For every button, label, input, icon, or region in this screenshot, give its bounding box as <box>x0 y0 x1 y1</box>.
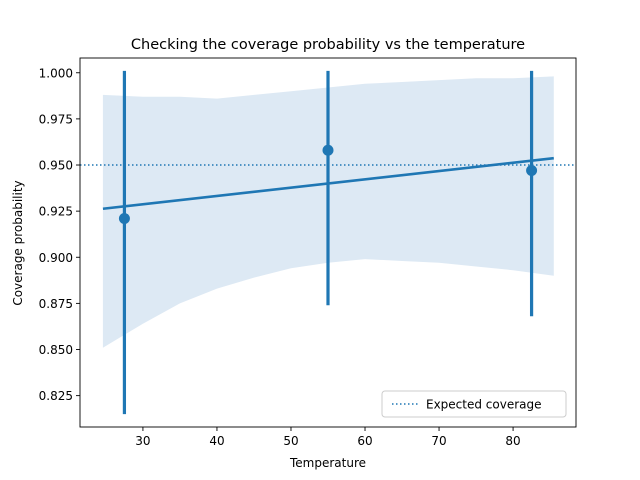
y-tick-label-2: 0.875 <box>39 297 73 311</box>
x-axis-label: Temperature <box>289 456 366 470</box>
y-axis-label: Coverage probability <box>11 180 25 305</box>
y-tick-label-7: 1.000 <box>39 66 73 80</box>
data-point-1 <box>322 144 334 156</box>
x-tick-label-40: 40 <box>209 434 224 448</box>
y-tick-label-3: 0.900 <box>39 251 73 265</box>
y-tick-label-0: 0.825 <box>39 389 73 403</box>
legend: Expected coverage <box>381 390 567 418</box>
x-tick-label-60: 60 <box>357 434 372 448</box>
y-tick-label-1: 0.850 <box>39 343 73 357</box>
y-tick-label-6: 0.975 <box>39 112 73 126</box>
y-tick-label-5: 0.950 <box>39 159 73 173</box>
legend-box <box>381 390 567 418</box>
x-tick-label-50: 50 <box>283 434 298 448</box>
legend-label-expected-coverage: Expected coverage <box>426 398 542 412</box>
plot-frame <box>79 57 577 428</box>
y-tick-label-4: 0.925 <box>39 205 73 219</box>
data-point-2 <box>526 165 538 177</box>
x-tick-label-80: 80 <box>505 434 520 448</box>
chart-title: Checking the coverage probability vs the… <box>131 37 525 53</box>
data-point-0 <box>118 213 130 225</box>
x-tick-label-30: 30 <box>135 434 150 448</box>
x-tick-label-70: 70 <box>431 434 446 448</box>
